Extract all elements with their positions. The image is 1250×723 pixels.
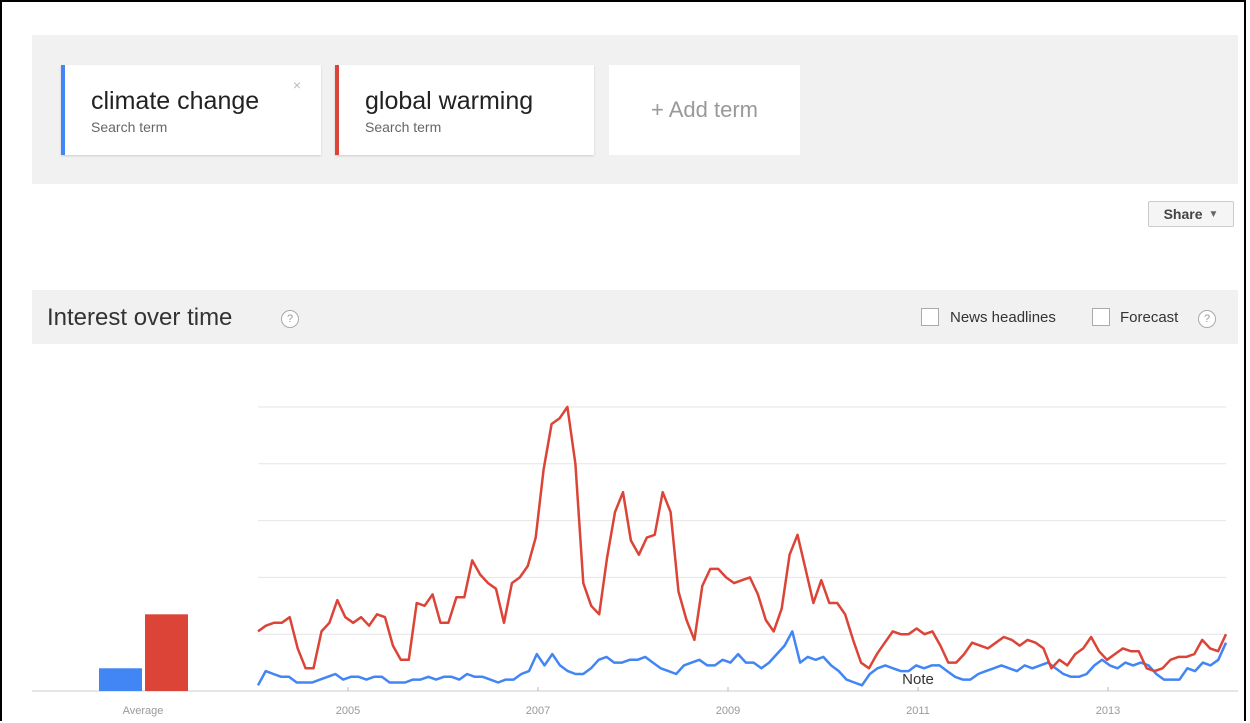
note-marker[interactable]: Note [902,671,934,688]
average-bar-global-warming [145,614,188,691]
term-card-climate-change[interactable]: climate change Search term × [61,65,321,155]
close-icon[interactable]: × [292,77,301,93]
forecast-help-icon[interactable]: ? [1198,310,1216,328]
series-line-climate-change [256,630,1228,687]
share-button[interactable]: Share ▼ [1148,201,1234,227]
term-sublabel: Search term [91,119,168,135]
search-terms-bar: climate change Search term × global warm… [32,35,1238,184]
x-tick-label: 2013 [1096,705,1120,717]
term-card-global-warming[interactable]: global warming Search term [335,65,594,155]
news-headlines-checkbox[interactable] [921,308,939,326]
chart-lines [256,405,1228,687]
term-sublabel: Search term [365,119,442,135]
average-bar-climate-change [99,668,142,691]
forecast-checkbox[interactable] [1092,308,1110,326]
caret-down-icon: ▼ [1208,208,1219,220]
term-label: global warming [365,87,534,115]
chart-grid [32,406,1238,692]
term-color-stripe [61,65,65,155]
average-label: Average [123,705,164,717]
forecast-label: Forecast [1120,309,1179,326]
term-label: climate change [91,87,260,115]
x-tick-label: 2011 [906,705,930,717]
term-color-stripe [335,65,339,155]
series-line-global-warming [257,405,1228,673]
news-headlines-label: News headlines [950,309,1056,326]
add-term-button[interactable]: + Add term [609,65,800,155]
x-tick-label: 2007 [526,705,550,717]
help-icon[interactable]: ? [281,310,299,328]
average-bars [99,614,188,691]
x-tick-label: 2005 [336,705,360,717]
x-axis-ticks: 2005 2007 2009 2011 2013 [336,687,1120,717]
share-label: Share [1163,206,1203,222]
interest-over-time-header: Interest over time ? News headlines Fore… [32,290,1238,344]
x-tick-label: 2009 [716,705,740,717]
section-title: Interest over time [47,304,233,331]
